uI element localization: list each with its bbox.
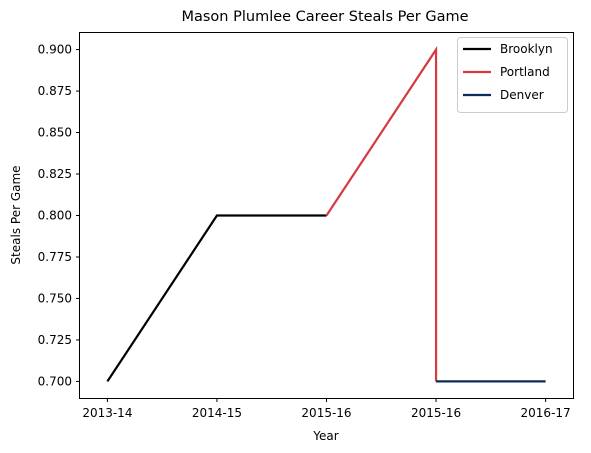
x-axis-label: Year: [312, 429, 338, 443]
legend-box: [457, 37, 568, 113]
x-tick-label: 2013-14: [82, 406, 132, 420]
y-tick-label: 0.750: [38, 291, 72, 305]
y-tick-label: 0.700: [38, 374, 72, 388]
x-axis: 2013-142014-152015-162015-162016-172017-…: [82, 398, 571, 420]
plot-area: [106, 45, 546, 383]
series-line-brooklyn: [106, 214, 327, 383]
legend: Brooklyn Portland Denver: [457, 37, 568, 113]
series-line-portland: [325, 45, 438, 382]
y-tick-label: 0.775: [38, 250, 72, 264]
y-tick-label: 0.800: [38, 209, 72, 223]
y-tick-label: 0.825: [38, 167, 72, 181]
x-tick-label: 2015-16: [411, 406, 461, 420]
y-tick-label: 0.725: [38, 333, 72, 347]
legend-label-brooklyn: Brooklyn: [500, 42, 553, 56]
chart-title: Mason Plumlee Career Steals Per Game: [181, 9, 468, 25]
y-tick-label: 0.900: [38, 43, 72, 57]
x-tick-label: 2014-15: [192, 406, 242, 420]
y-axis: 0.700 0.725 0.750 0.775 0.800 0.825 0.850 0.875…: [38, 43, 80, 388]
y-tick-label: 0.850: [38, 126, 72, 140]
y-axis-label: Steals Per Game: [9, 165, 23, 264]
x-tick-label: 2016-17: [521, 406, 571, 420]
y-tick-label: 0.875: [38, 84, 72, 98]
legend-label-portland: Portland: [500, 65, 550, 79]
legend-label-denver: Denver: [500, 88, 544, 102]
x-tick-label: 2015-16: [301, 406, 351, 420]
